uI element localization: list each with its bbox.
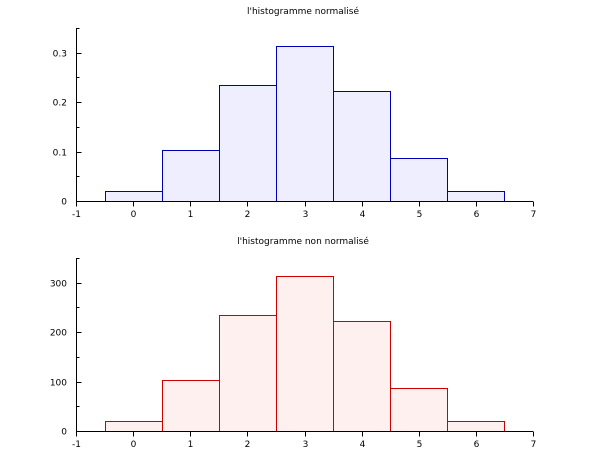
normalized-histogram-bar-0 [105, 191, 163, 202]
normalized-histogram-ytick-label-3: 0.3 [53, 50, 67, 60]
normalized-histogram-bar-6 [447, 191, 505, 202]
normalized-histogram-xtick-label-1: 0 [131, 210, 137, 220]
normalized-histogram-ytick-label-0: 0 [61, 198, 67, 208]
normalized-histogram-xtick-label-5: 4 [360, 210, 366, 220]
normalized-histogram-ytick-label-1: 0.1 [53, 149, 67, 159]
raw-histogram-ytick-label-2: 200 [50, 329, 67, 339]
raw-histogram-bar-0 [105, 421, 163, 432]
raw-histogram-bar-3 [276, 276, 334, 432]
raw-histogram-panel: l'histogramme non normalisé -1 0 1 2 3 4 5 6 7 0 1… [50, 236, 537, 450]
raw-histogram-ytick-label-1: 100 [50, 379, 67, 389]
normalized-histogram-xtick-label-2: 1 [188, 210, 194, 220]
raw-histogram-bars [105, 276, 505, 432]
normalized-histogram-bars [105, 46, 505, 202]
normalized-histogram-bar-5 [390, 158, 448, 202]
raw-histogram-bar-5 [390, 388, 448, 432]
raw-histogram-xtick-label-4: 3 [303, 440, 309, 450]
raw-histogram-bar-4 [333, 321, 391, 432]
raw-histogram-ytick-label-3: 300 [50, 280, 67, 290]
raw-histogram-xtick-label-7: 6 [474, 440, 480, 450]
normalized-histogram-bar-2 [219, 85, 277, 202]
raw-histogram-ticks: -1 0 1 2 3 4 5 6 7 0 100 200 300 [50, 258, 537, 450]
normalized-histogram-xtick-label-6: 5 [417, 210, 423, 220]
raw-histogram-xtick-label-6: 5 [417, 440, 423, 450]
normalized-histogram-xtick-label-0: -1 [72, 210, 81, 220]
normalized-histogram-title: l'histogramme normalisé [247, 6, 359, 17]
raw-histogram-bar-6 [447, 421, 505, 432]
raw-histogram-bar-2 [219, 315, 277, 432]
normalized-histogram-xtick-label-3: 2 [245, 210, 251, 220]
raw-histogram-title: l'histogramme non normalisé [237, 236, 369, 247]
raw-histogram-xtick-label-8: 7 [531, 440, 537, 450]
normalized-histogram-bar-1 [162, 150, 220, 202]
raw-histogram-xtick-label-0: -1 [72, 440, 81, 450]
normalized-histogram-ytick-label-2: 0.2 [53, 99, 67, 109]
raw-histogram-bar-1 [162, 380, 220, 432]
normalized-histogram-ticks: -1 0 1 2 3 4 5 6 7 0 0.1 0.2 0.3 [53, 28, 537, 220]
raw-histogram-xtick-label-1: 0 [131, 440, 137, 450]
raw-histogram-ytick-label-0: 0 [61, 428, 67, 438]
normalized-histogram-bar-3 [276, 46, 334, 202]
raw-histogram-xtick-label-2: 1 [188, 440, 194, 450]
normalized-histogram-xtick-label-8: 7 [531, 210, 537, 220]
normalized-histogram-panel: l'histogramme normalisé -1 0 1 2 3 4 5 6 7 0 0.1 0.… [53, 6, 537, 220]
normalized-histogram-xtick-label-7: 6 [474, 210, 480, 220]
raw-histogram-xtick-label-3: 2 [245, 440, 251, 450]
normalized-histogram-bar-4 [333, 91, 391, 202]
raw-histogram-xtick-label-5: 4 [360, 440, 366, 450]
normalized-histogram-xtick-label-4: 3 [303, 210, 309, 220]
